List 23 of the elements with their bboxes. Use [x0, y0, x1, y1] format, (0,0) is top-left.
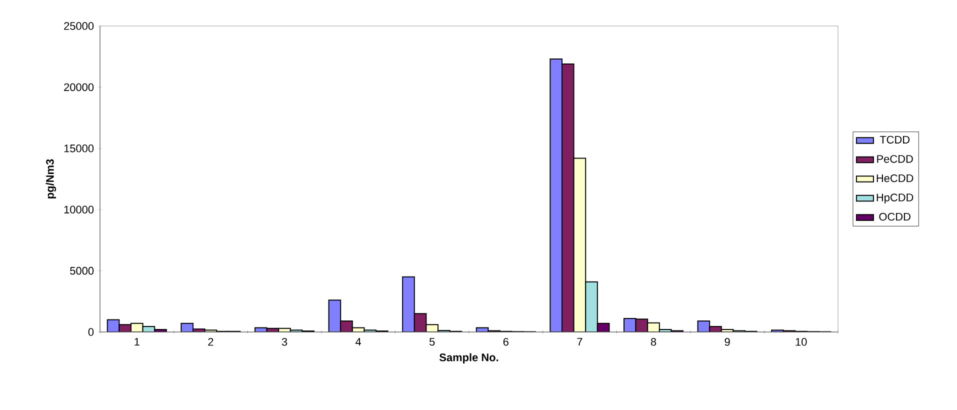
x-tick-label: 6 [503, 338, 508, 346]
x-tick-label: 10 [796, 338, 807, 346]
x-tick-label: 2 [208, 338, 214, 346]
x-tick-label: 8 [650, 338, 656, 346]
x-axis-title: Sample No. [439, 353, 498, 364]
legend-label: TCDD [880, 136, 910, 144]
x-tick-label: 7 [577, 338, 582, 346]
legend-label: PeCDD [877, 155, 913, 163]
y-tick-label: 25000 [64, 22, 94, 30]
y-tick-label: 15000 [64, 144, 94, 152]
y-tick-label: 20000 [64, 83, 94, 92]
x-tick-label: 1 [134, 338, 140, 346]
legend-label: HeCDD [876, 174, 914, 182]
y-axis-title: pg/Nm3 [46, 159, 56, 198]
y-tick-label: 5000 [70, 266, 94, 275]
x-tick-label: 3 [282, 338, 288, 346]
y-tick-label: 10000 [64, 206, 94, 214]
x-tick-label: 5 [429, 338, 435, 346]
y-tick-label: 0 [88, 328, 94, 336]
x-tick-label: 4 [356, 338, 362, 346]
x-tick-label: 9 [724, 338, 730, 346]
legend-label: HpCDD [876, 194, 914, 204]
legend-label: OCDD [879, 212, 910, 221]
